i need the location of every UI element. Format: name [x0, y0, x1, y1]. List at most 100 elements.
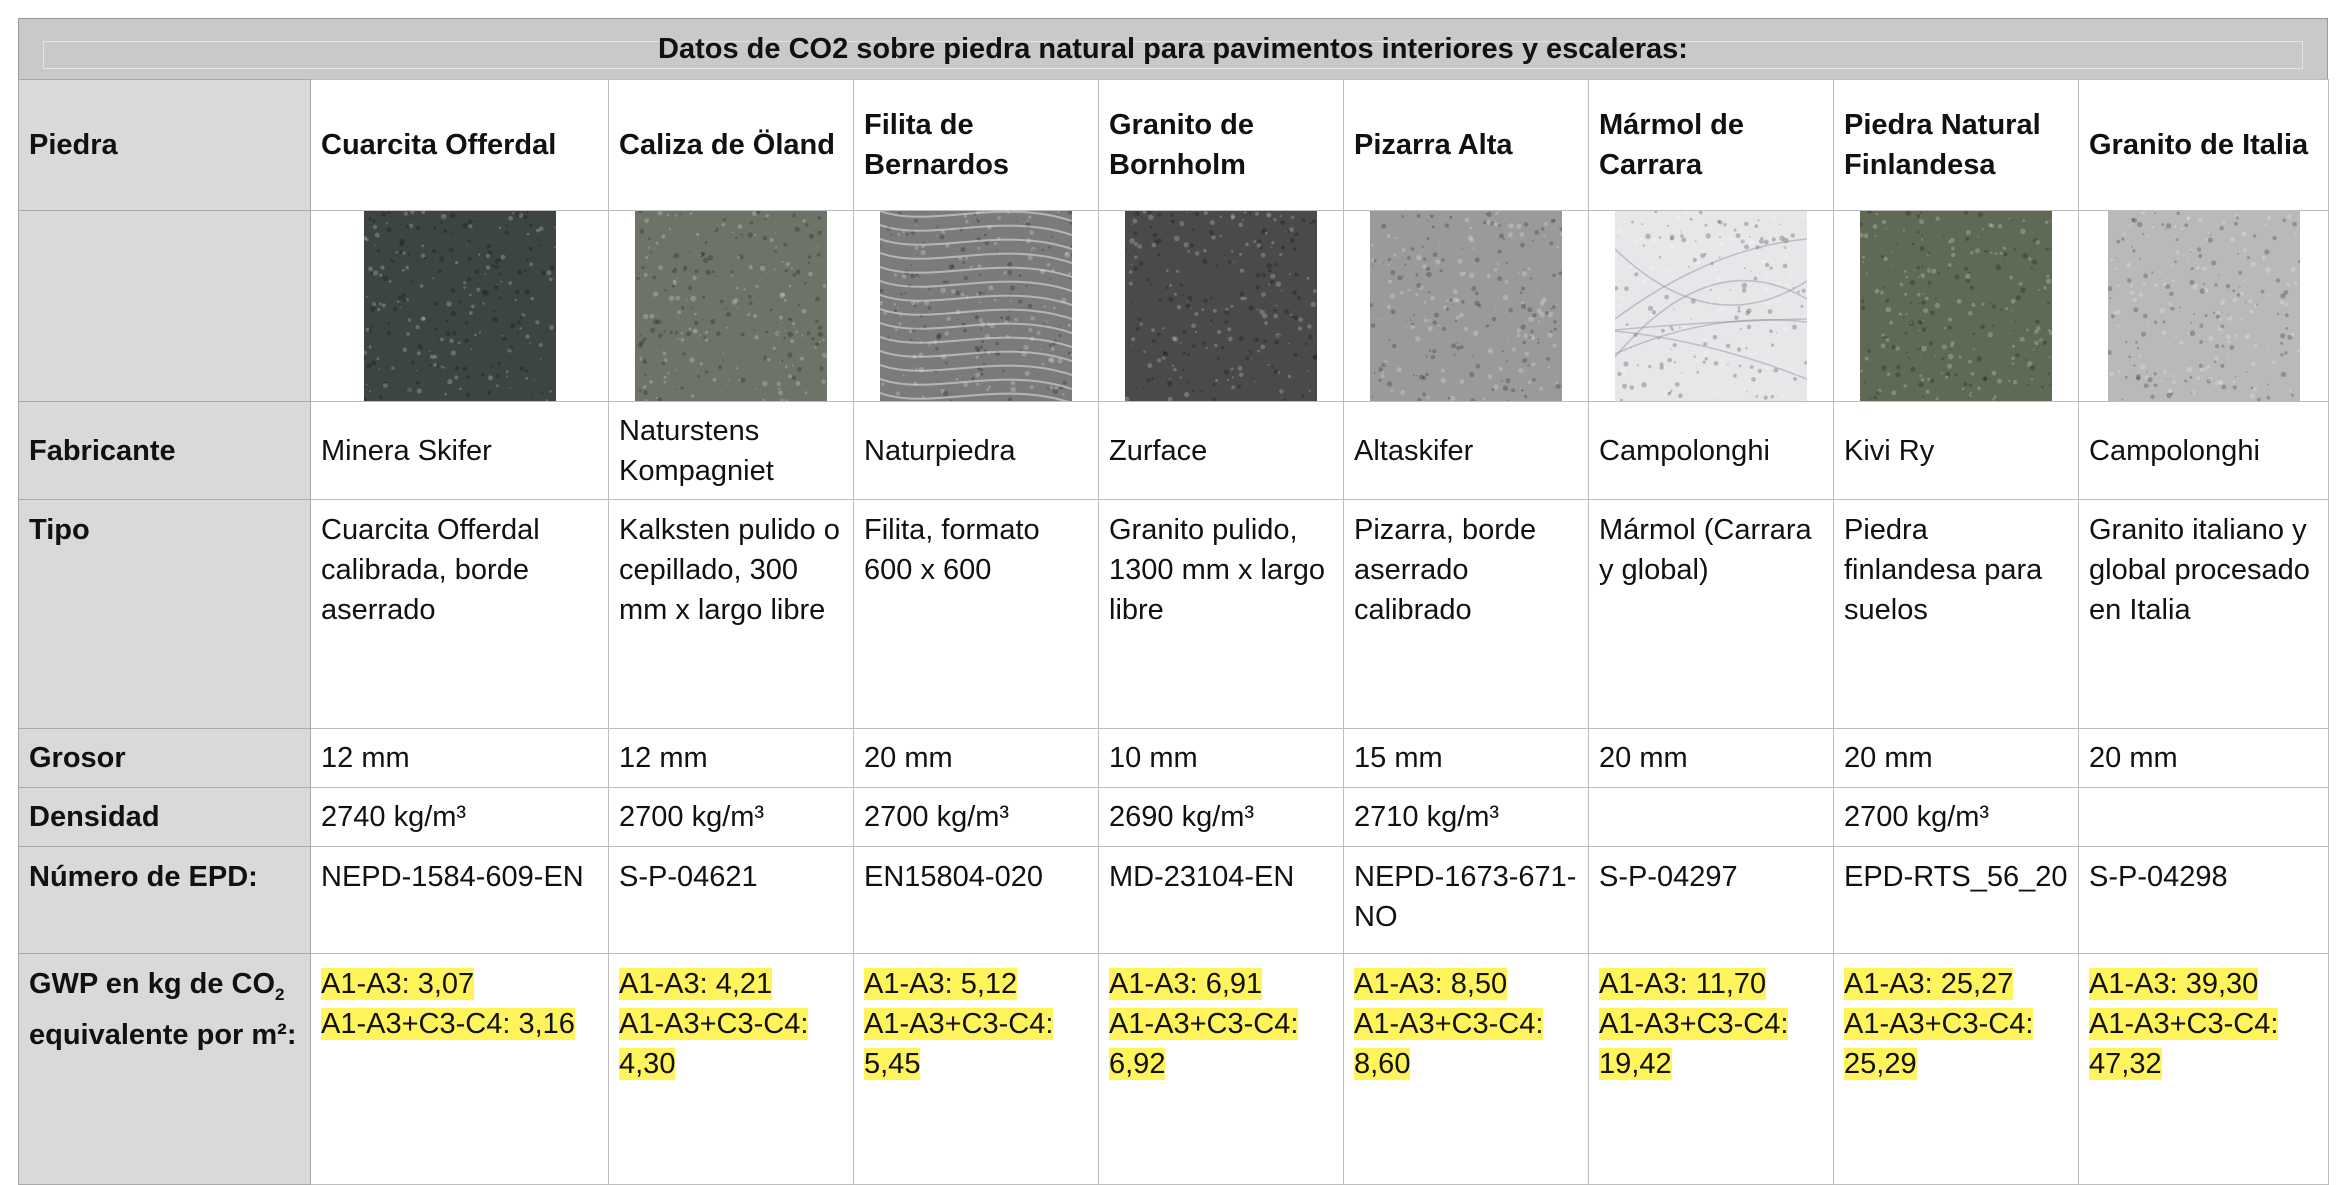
gwp-a1a3: A1-A3: 4,21 — [619, 968, 773, 1000]
grosor-value: 12 mm — [321, 742, 410, 774]
epd-number: EN15804-020 — [864, 861, 1043, 893]
stone-name: Caliza de Öland — [619, 129, 835, 161]
grosor-value: 20 mm — [1844, 742, 1933, 774]
grosor-value: 20 mm — [864, 742, 953, 774]
label-densidad: Densidad — [18, 787, 311, 847]
stone-name: Pizarra Alta — [1354, 129, 1513, 161]
label-piedra: Piedra — [18, 79, 311, 211]
dark-granite-texture — [1125, 211, 1317, 401]
grosor-cell: 12 mm — [310, 728, 609, 788]
row-densidad: Densidad 2740 kg/m³ 2700 kg/m³ 2700 kg/m³ 2… — [18, 787, 2329, 847]
densidad-cell: 2740 kg/m³ — [310, 787, 609, 847]
tipo-cell: Granito pulido, 1300 mm x largo libre — [1098, 499, 1344, 729]
fabricante-cell: Kivi Ry — [1833, 401, 2079, 500]
stone-name-cell: Filita de Bernardos — [853, 79, 1099, 211]
densidad-value: 2700 kg/m³ — [1844, 801, 1990, 833]
grosor-value: 12 mm — [619, 742, 708, 774]
gwp-a1a3-c3c4: A1-A3+C3-C4: 3,16 — [321, 1008, 575, 1040]
stone-name-cell: Caliza de Öland — [608, 79, 854, 211]
gwp-a1a3-c3c4: A1-A3+C3-C4: 4,30 — [619, 1008, 809, 1080]
densidad-cell: 2710 kg/m³ — [1343, 787, 1589, 847]
epd-number: S-P-04298 — [2089, 861, 2228, 893]
tipo-cell: Cuarcita Offerdal calibrada, borde aserr… — [310, 499, 609, 729]
label-gwp: GWP en kg de CO2 equivalente por m²: — [18, 953, 311, 1185]
label-tipo: Tipo — [18, 499, 311, 729]
densidad-value: 2700 kg/m³ — [619, 801, 765, 833]
fabricante-cell: Zurface — [1098, 401, 1344, 500]
epd-cell: S-P-04298 — [2078, 846, 2329, 954]
stone-name-cell: Cuarcita Offerdal — [310, 79, 609, 211]
grosor-cell: 20 mm — [2078, 728, 2329, 788]
tipo-cell: Granito italiano y global procesado en I… — [2078, 499, 2329, 729]
row-fabricante: Fabricante Minera Skifer Naturstens Kompa… — [18, 401, 2329, 500]
white-marble-texture — [1615, 211, 1807, 401]
tipo-value: Granito pulido, 1300 mm x largo libre — [1109, 514, 1325, 626]
densidad-cell: 2700 kg/m³ — [853, 787, 1099, 847]
stone-name-cell: Granito de Italia — [2078, 79, 2329, 211]
grey-green-limestone-texture — [635, 211, 827, 401]
gwp-a1a3: A1-A3: 25,27 — [1844, 968, 2014, 1000]
fabricante-value: Zurface — [1109, 434, 1208, 467]
gwp-a1a3-c3c4: A1-A3+C3-C4: 47,32 — [2089, 1008, 2279, 1080]
label-fabricante: Fabricante — [18, 401, 311, 500]
tipo-value: Pizarra, borde aserrado calibrado — [1354, 514, 1537, 626]
gwp-a1a3: A1-A3: 11,70 — [1599, 968, 1767, 1000]
co2-table-container: Datos de CO2 sobre piedra natural para p… — [18, 18, 2329, 1185]
densidad-value: 2690 kg/m³ — [1109, 801, 1255, 833]
label-grosor: Grosor — [18, 728, 311, 788]
fabricante-wrap: Naturpiedra — [864, 403, 1088, 499]
stone-name: Granito de Italia — [2089, 129, 2309, 161]
fabricante-cell: Naturpiedra — [853, 401, 1099, 500]
stone-image-cell — [310, 210, 609, 402]
light-grey-slate-texture — [1370, 211, 1562, 401]
gwp-cell: A1-A3: 5,12 A1-A3+C3-C4: 5,45 — [853, 953, 1099, 1185]
epd-number: S-P-04621 — [619, 861, 758, 893]
gwp-cell: A1-A3: 39,30 A1-A3+C3-C4: 47,32 — [2078, 953, 2329, 1185]
tipo-cell: Piedra finlandesa para suelos — [1833, 499, 2079, 729]
fabricante-value: Altaskifer — [1354, 434, 1474, 467]
epd-cell: NEPD-1673-671-NO — [1343, 846, 1589, 954]
fabricante-value: Minera Skifer — [321, 434, 492, 467]
label-empty — [18, 210, 311, 402]
stone-image-cell — [608, 210, 854, 402]
gwp-cell: A1-A3: 8,50 A1-A3+C3-C4: 8,60 — [1343, 953, 1589, 1185]
stone-name-cell: Granito de Bornholm — [1098, 79, 1344, 211]
fabricante-cell: Altaskifer — [1343, 401, 1589, 500]
stone-name: Piedra Natural Finlandesa — [1844, 109, 2041, 181]
fabricante-cell: Naturstens Kompagniet — [608, 401, 854, 500]
gwp-a1a3: A1-A3: 6,91 — [1109, 968, 1263, 1000]
label-epd: Número de EPD: — [18, 846, 311, 954]
gwp-cell: A1-A3: 4,21 A1-A3+C3-C4: 4,30 — [608, 953, 854, 1185]
stone-data-table: Piedra Cuarcita Offerdal Caliza de Öland F… — [18, 79, 2329, 1185]
fabricante-wrap: Naturstens Kompagniet — [619, 403, 843, 499]
stone-image-cell — [1098, 210, 1344, 402]
green-finnish-stone-texture — [1860, 211, 2052, 401]
gwp-a1a3: A1-A3: 5,12 — [864, 968, 1018, 1000]
epd-number: EPD-RTS_56_20 — [1844, 861, 2068, 893]
grosor-cell: 10 mm — [1098, 728, 1344, 788]
fabricante-cell: Campolonghi — [2078, 401, 2329, 500]
table-title-bar: Datos de CO2 sobre piedra natural para p… — [18, 18, 2328, 79]
densidad-value: 2700 kg/m³ — [864, 801, 1010, 833]
epd-cell: S-P-04297 — [1588, 846, 1834, 954]
stone-image-cell — [1588, 210, 1834, 402]
densidad-value: 2740 kg/m³ — [321, 801, 467, 833]
fabricante-value: Naturpiedra — [864, 434, 1016, 467]
fabricante-wrap: Campolonghi — [1599, 403, 1823, 499]
grosor-cell: 20 mm — [1588, 728, 1834, 788]
row-grosor: Grosor 12 mm 12 mm 20 mm 10 mm 15 mm 20 mm 20 … — [18, 728, 2329, 788]
gwp-a1a3-c3c4: A1-A3+C3-C4: 6,92 — [1109, 1008, 1299, 1080]
densidad-cell — [1588, 787, 1834, 847]
densidad-cell — [2078, 787, 2329, 847]
tipo-value: Piedra finlandesa para suelos — [1844, 514, 2043, 626]
stone-name-cell: Mármol de Carrara — [1588, 79, 1834, 211]
epd-cell: EPD-RTS_56_20 — [1833, 846, 2079, 954]
table-title: Datos de CO2 sobre piedra natural para p… — [658, 32, 1688, 65]
densidad-value: 2710 kg/m³ — [1354, 801, 1500, 833]
tipo-value: Kalksten pulido o cepillado, 300 mm x la… — [619, 514, 840, 626]
fabricante-cell: Campolonghi — [1588, 401, 1834, 500]
epd-number: NEPD-1673-671-NO — [1354, 861, 1577, 933]
stone-image-cell — [1343, 210, 1589, 402]
grosor-cell: 20 mm — [853, 728, 1099, 788]
row-images — [18, 210, 2329, 402]
